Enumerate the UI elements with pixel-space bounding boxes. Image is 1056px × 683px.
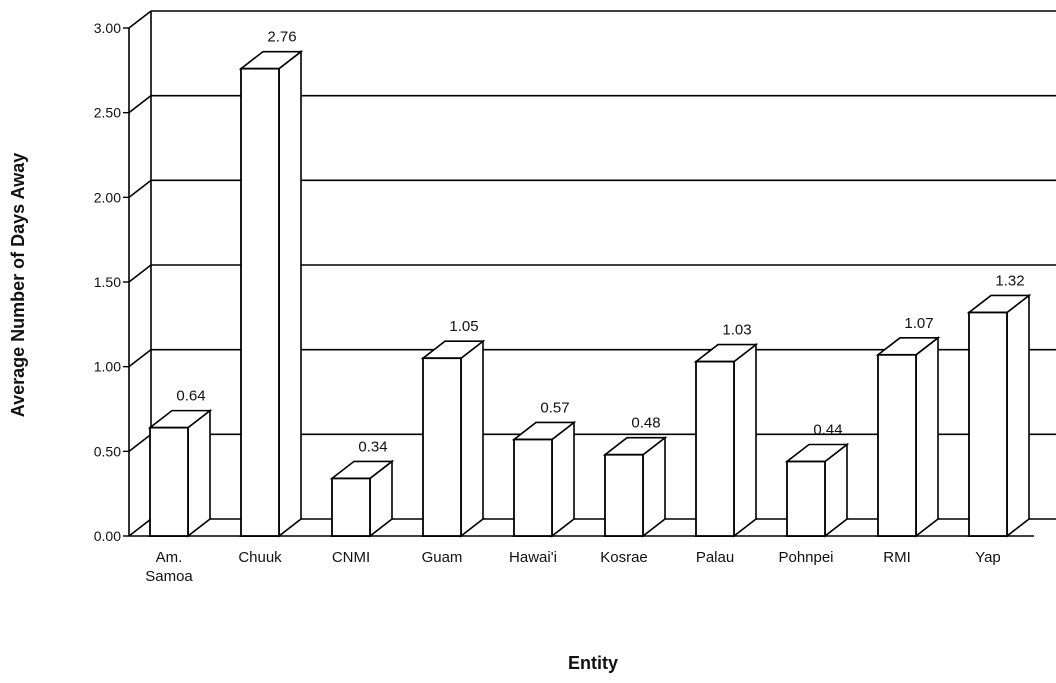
bar-side [1006,293,1030,538]
y-tick-label: 0.00 [94,528,121,544]
bar-front [968,311,1008,537]
y-tick-label: 2.50 [94,105,121,121]
bar [966,293,1032,538]
bar-side [915,336,939,538]
bar-side [460,339,484,538]
x-category-label: RMI [883,549,911,566]
bars [147,50,1032,538]
x-category-label: Pohnpei [778,549,833,566]
value-label: 1.05 [449,318,478,335]
x-category-label: Yap [975,549,1001,566]
y-tick-label: 1.50 [94,274,121,290]
value-labels: 0.64 2.76 0.34 1.05 0.57 0.48 1.03 0.44 1.07 1.32 [176,29,1024,456]
value-label: 0.44 [813,421,842,438]
x-category-label: Guam [422,549,463,566]
value-label: 0.34 [358,438,387,455]
x-axis-title: Entity [568,653,618,673]
bar [420,339,486,538]
value-label: 2.76 [267,29,296,46]
bar-side [733,342,757,538]
bar-front [149,426,189,537]
y-axis-title: Average Number of Days Away [8,153,28,417]
gridline-diagonal [128,433,152,452]
x-category-label: Hawai'i [509,549,557,566]
gridline-diagonal [128,264,152,283]
bar-front [695,360,735,537]
bar [511,420,577,538]
y-tick-label: 3.00 [94,20,121,36]
gridline-diagonal [128,349,152,368]
bar [784,442,850,538]
bar-front [422,357,462,537]
y-tick-labels: 0.00 0.50 1.00 1.50 2.00 2.50 3.00 [94,20,121,544]
gridline-diagonal [128,518,152,537]
bar-side [187,408,211,538]
x-category-label: Palau [696,549,734,566]
bar-front [877,353,917,537]
bar [147,408,213,538]
bar [693,342,759,538]
bar-front [786,460,826,537]
value-label: 0.57 [540,399,569,416]
bar-side [278,50,302,538]
x-category-label: Chuuk [238,549,282,566]
x-category-label: CNMI [332,549,370,566]
bar [602,436,668,538]
bar [238,50,304,538]
x-category-labels: Am. Samoa Chuuk CNMI Guam Hawai'i Kosrae Palau P… [145,549,1001,585]
gridline-diagonal [128,95,152,114]
value-label: 1.32 [995,272,1024,289]
bar-front [331,477,371,537]
bar-front [513,438,553,537]
x-category-label: Am. [156,549,183,566]
bar [875,336,941,538]
x-category-label: Kosrae [600,549,648,566]
value-label: 0.48 [631,415,660,432]
y-tick-label: 2.00 [94,189,121,205]
bar [329,459,395,538]
x-category-label: Samoa [145,568,193,585]
y-tick-label: 1.00 [94,359,121,375]
bar-front [240,67,280,537]
gridline-diagonal [128,10,152,29]
value-label: 1.07 [904,315,933,332]
value-label: 1.03 [722,322,751,339]
bar-side [551,420,575,538]
gridline-diagonal [128,179,152,198]
bar-front [604,453,644,537]
value-label: 0.64 [176,388,205,405]
y-tick-label: 0.50 [94,443,121,459]
